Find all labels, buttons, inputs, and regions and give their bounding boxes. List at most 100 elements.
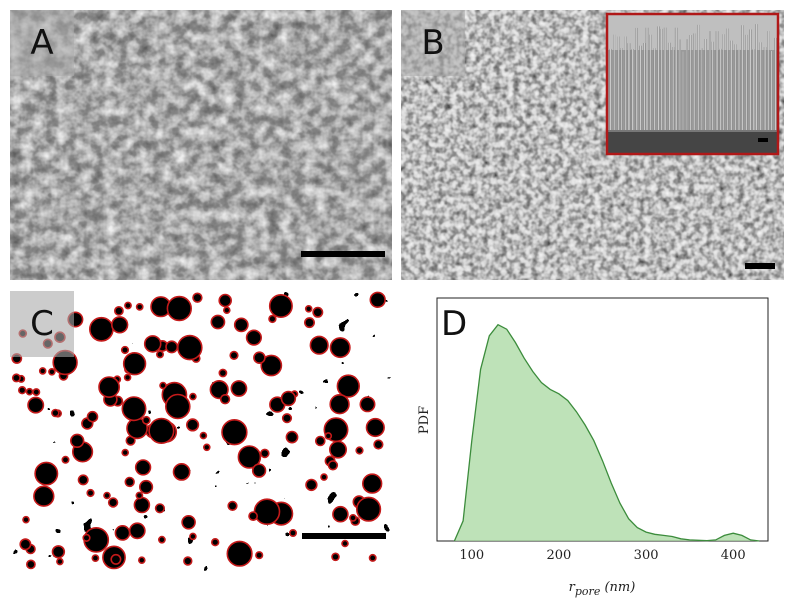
- kde-line: [453, 323, 760, 542]
- pore-circle: [25, 559, 36, 570]
- pore-circle: [219, 393, 231, 405]
- pore-circle: [218, 368, 228, 378]
- pore-circle: [165, 393, 191, 420]
- x-tick-label: 300: [634, 548, 659, 563]
- pore-circle: [134, 459, 152, 476]
- pore-circle: [320, 473, 328, 481]
- pore-circle: [227, 500, 238, 511]
- pore-circle: [230, 380, 248, 397]
- pore-circle: [22, 515, 30, 524]
- pore-circle: [128, 522, 146, 540]
- pore-circle: [139, 479, 154, 495]
- pore-circle: [69, 433, 85, 449]
- pore-circle: [329, 393, 350, 415]
- pore-circle: [368, 553, 377, 562]
- pore-circle: [221, 419, 248, 446]
- pore-circle: [189, 392, 197, 401]
- pore-circle: [329, 337, 351, 359]
- pore-circle: [237, 445, 262, 469]
- pore-circle: [288, 529, 297, 538]
- x-tick-label: 100: [459, 548, 484, 563]
- pore-circle: [362, 473, 383, 494]
- pore-circle: [260, 354, 283, 377]
- pore-circle: [260, 448, 270, 459]
- pore-circle: [114, 524, 131, 541]
- pore-circle: [107, 497, 119, 508]
- pore-circle: [331, 552, 340, 562]
- pore-circle: [51, 408, 60, 418]
- pore-circle: [177, 334, 203, 361]
- pore-circle: [280, 390, 297, 407]
- pore-circle: [159, 381, 167, 390]
- pore-circle: [89, 316, 114, 342]
- pore-circle: [17, 385, 27, 395]
- panel-a: A: [10, 10, 392, 280]
- pore-circle: [304, 304, 313, 313]
- x-tick-label: 400: [721, 548, 746, 563]
- pore-circle: [77, 474, 89, 486]
- pore-circle: [110, 553, 122, 565]
- pore-circle: [309, 335, 329, 355]
- pore-circle: [51, 545, 66, 559]
- pore-circle: [189, 532, 197, 541]
- pore-circle: [251, 463, 267, 478]
- panel-label: B: [401, 10, 465, 76]
- pore-circle: [210, 314, 226, 330]
- pore-circle: [27, 396, 45, 414]
- pore-circle: [356, 496, 382, 522]
- scale-bar: [745, 263, 775, 269]
- pore-circle: [268, 294, 293, 318]
- pore-circle: [156, 350, 165, 359]
- pore-circle: [172, 462, 191, 481]
- pore-circle: [253, 351, 266, 364]
- pore-circle: [91, 554, 100, 562]
- panel-d: 100 200 300 400 D PDF rpore (nm): [401, 291, 784, 601]
- pore-circle: [248, 511, 258, 521]
- pore-circle: [82, 533, 91, 542]
- pore-circle: [32, 388, 41, 397]
- pore-circle: [245, 329, 262, 346]
- pore-circle: [211, 538, 220, 547]
- pore-circle: [303, 317, 315, 329]
- pore-circle: [114, 305, 124, 316]
- pore-circle: [124, 476, 135, 488]
- pore-circle: [166, 295, 193, 322]
- panel-label: A: [10, 10, 74, 76]
- pore-circle: [365, 417, 385, 438]
- pore-circle: [312, 306, 324, 318]
- pore-circle: [233, 317, 249, 333]
- pore-circle: [122, 351, 147, 376]
- kde-area: [454, 324, 760, 541]
- pore-circle: [314, 435, 326, 447]
- pore-circle: [86, 410, 99, 423]
- pore-circle: [203, 443, 211, 452]
- pore-circle: [121, 396, 147, 422]
- pore-circle: [56, 557, 64, 566]
- pore-circle: [305, 478, 318, 492]
- pore-circle: [121, 448, 129, 457]
- panel-c: C: [10, 291, 392, 571]
- pore-circle: [199, 431, 208, 440]
- pore-circle: [369, 291, 386, 309]
- pore-circle: [349, 513, 357, 522]
- x-axis-label: rpore (nm): [569, 580, 636, 598]
- pore-circle: [324, 432, 333, 440]
- pore-circle: [133, 496, 151, 514]
- panel-b: B: [401, 10, 784, 280]
- pore-circle: [181, 515, 196, 530]
- pore-circle: [327, 460, 339, 471]
- pore-circle: [192, 292, 203, 303]
- pore-circle: [98, 376, 121, 399]
- pore-circle: [61, 455, 70, 464]
- pore-circle: [157, 535, 166, 544]
- pore-circle: [19, 538, 32, 551]
- y-axis-label: PDF: [417, 406, 432, 434]
- pore-map: [10, 291, 392, 571]
- pore-circle: [336, 374, 360, 398]
- pore-circle: [255, 551, 264, 560]
- pore-circle: [120, 345, 130, 355]
- sem-image-b: [401, 10, 784, 280]
- pore-circle: [110, 316, 129, 334]
- pore-circle: [253, 498, 281, 525]
- pore-circle: [373, 439, 384, 450]
